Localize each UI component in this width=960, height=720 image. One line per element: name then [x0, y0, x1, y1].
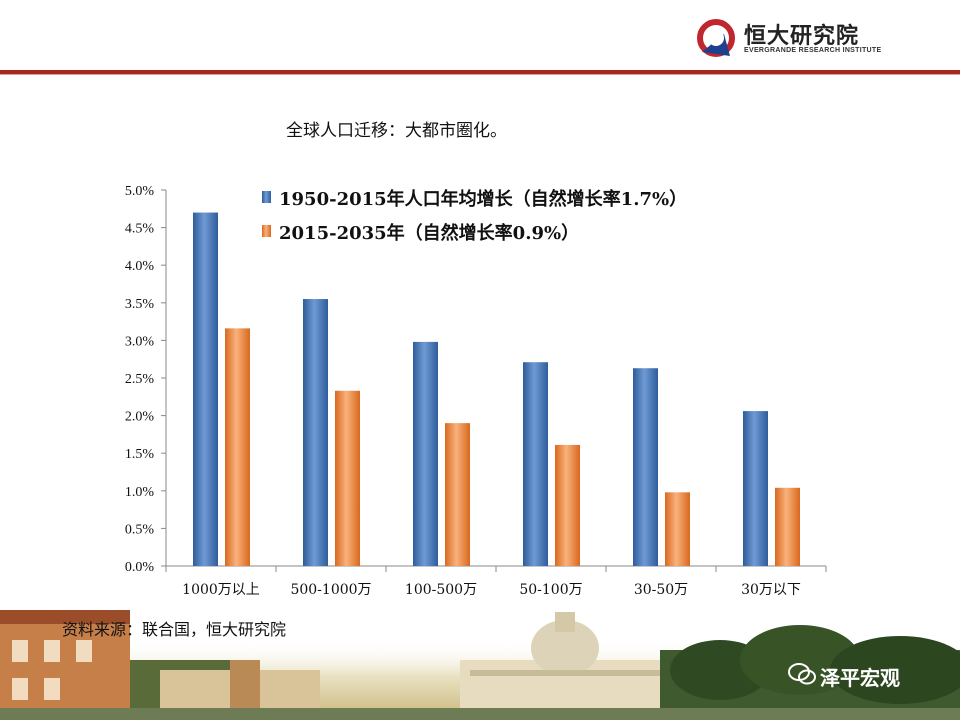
x-tick-label: 50-100万 — [519, 582, 582, 598]
y-tick-label: 1.5% — [125, 447, 155, 462]
y-tick-label: 5.0% — [125, 184, 155, 199]
legend: 1950-2015年人口年均增长（自然增长率1.7%） 2015-2035年（自然… — [262, 188, 687, 244]
legend-label-2: 2015-2035年（自然增长率0.9%） — [279, 222, 579, 244]
y-tick-label: 3.0% — [125, 334, 155, 349]
y-axis: 0.0% 0.5% 1.0% 1.5% 2.0% 2.5% 3.0% 3.5% 4.0% 4.5%… — [125, 184, 167, 575]
y-tick-label: 4.5% — [125, 222, 155, 237]
y-tick-label: 3.5% — [125, 297, 155, 312]
footer-scenery — [0, 610, 960, 720]
bar-series-2 — [335, 390, 360, 566]
logo-text: 恒大研究院 — [744, 24, 860, 49]
x-axis: 1000万以上 500-1000万 100-500万 50-100万 30-50万 30万… — [165, 565, 827, 598]
bar-series-2 — [555, 444, 580, 566]
watermark-text: 泽平宏观 — [820, 666, 900, 690]
page-subtitle: 全球人口迁移：大都市圈化。 — [286, 121, 507, 141]
x-tick-label: 30万以下 — [741, 582, 801, 598]
source-note: 资料来源：联合国，恒大研究院 — [62, 620, 287, 639]
legend-label-1: 1950-2015年人口年均增长（自然增长率1.7%） — [279, 188, 687, 210]
x-tick-label: 30-50万 — [634, 582, 688, 598]
bar-series-1 — [303, 299, 328, 566]
header-rule — [0, 70, 960, 74]
y-tick-label: 0.0% — [125, 560, 155, 575]
y-tick-label: 4.0% — [125, 259, 155, 274]
bar-series-1 — [523, 362, 548, 566]
header-rule-thin — [0, 74, 960, 75]
bar-series-1 — [193, 212, 218, 566]
bar-series-2 — [665, 492, 690, 566]
bar-series-2 — [225, 328, 250, 566]
bar-series-2 — [775, 487, 800, 566]
legend-swatch-1 — [262, 191, 271, 203]
y-tick-label: 2.0% — [125, 410, 155, 425]
bars — [193, 212, 800, 566]
bar-series-1 — [633, 368, 658, 566]
y-tick-label: 0.5% — [125, 522, 155, 537]
y-tick-label: 1.0% — [125, 485, 155, 500]
evergrande-logo-icon — [697, 19, 735, 57]
x-tick-label: 100-500万 — [405, 582, 477, 598]
x-tick-label: 500-1000万 — [290, 582, 371, 598]
x-tick-label: 1000万以上 — [182, 582, 260, 598]
bar-series-1 — [743, 411, 768, 566]
bar-series-1 — [413, 341, 438, 566]
logo-subtext: EVERGRANDE RESEARCH INSTITUTE — [744, 47, 882, 54]
legend-swatch-2 — [262, 225, 271, 237]
wechat-icon — [788, 663, 816, 685]
y-tick-label: 2.5% — [125, 372, 155, 387]
bar-series-2 — [445, 423, 470, 566]
